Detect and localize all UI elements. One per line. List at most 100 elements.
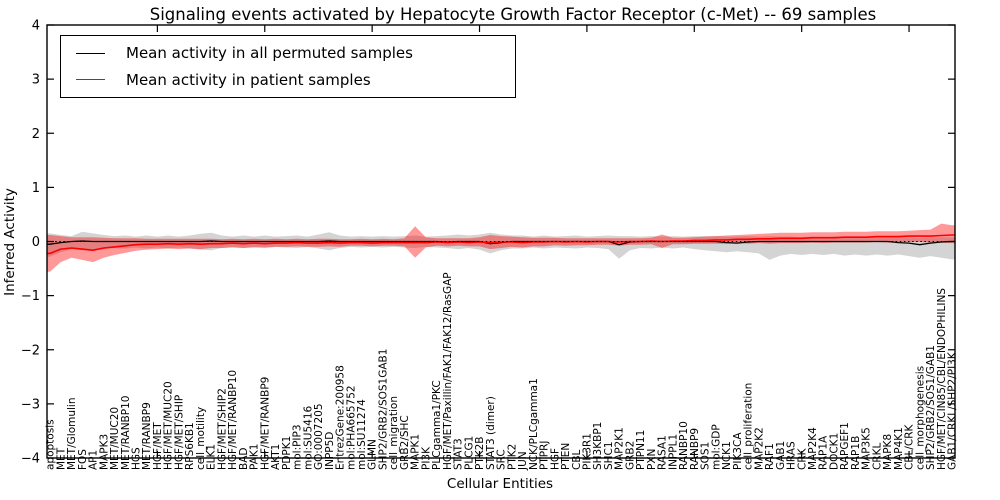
x-tick-label: PIK3CA [732, 432, 744, 470]
x-tick-label: PTPRJ [539, 441, 551, 470]
x-tick-label: MET/Glomulin [66, 398, 78, 471]
x-tick-label: PAK1 [249, 444, 261, 470]
y-tick-label: −1 [21, 289, 40, 304]
x-tick-label: PXN [646, 449, 658, 470]
y-tick-label: −4 [21, 452, 40, 467]
chart-title: Signaling events activated by Hepatocyte… [149, 5, 877, 24]
x-tick-label: STAT3 (dimer) [485, 396, 497, 470]
x-axis-label: Cellular Entities [446, 476, 554, 492]
x-tick-label: GO:0007205 [313, 403, 325, 470]
x-tick-label: EntrezGene:200958 [335, 365, 347, 470]
legend-entry-patient: Mean activity in patient samples [76, 71, 515, 89]
x-tick-label: MAP2K2 [753, 427, 765, 470]
x-tick-label: MAPK1 [410, 434, 422, 470]
x-tick-label: MET/RANBP9 [141, 402, 153, 470]
x-tick-label: DOCK1 [829, 433, 841, 470]
x-tick-label: HRAS [786, 441, 798, 470]
x-tick-label: BAD [238, 448, 250, 470]
x-tick-label: RASA1 [657, 435, 669, 470]
legend-entry-permuted: Mean activity in all permuted samples [76, 44, 515, 62]
x-tick-label: GAB1 [775, 441, 787, 470]
patient-mean-line [47, 234, 955, 255]
y-tick-label: 0 [32, 235, 40, 250]
x-tick-label: HGF/MET/Paxillin/FAK1/FAK12/RasGAP [442, 272, 454, 470]
x-tick-label: mol:PIP3 [292, 424, 304, 470]
x-tick-label: AP1 [88, 450, 100, 470]
x-tick-label: HGF/MET/SHIP2 [216, 388, 228, 470]
x-tick-label: MET/MUC20 [109, 407, 121, 470]
x-tick-label: RANBP9 [689, 428, 701, 470]
y-tick-label: 1 [32, 181, 40, 196]
x-tick-label: RPS6KB1 [184, 422, 196, 470]
x-tick-label: HGF/MET/RANBP9 [259, 377, 271, 470]
x-tick-label: cell_morphogenesis [914, 366, 926, 470]
x-tick-label: PI3K [420, 446, 432, 470]
x-tick-label: GAB1/CRKL/SHP2/PI3K [947, 351, 959, 470]
x-tick-label: CBL [571, 449, 583, 470]
x-tick-label: HGF/MET/CIN85/CBL/ENDOPHILINS [936, 288, 948, 470]
y-axis-label: Inferred Activity [2, 188, 18, 296]
x-tick-label: MAPK8 [882, 434, 894, 470]
x-tick-label: PTPN11 [635, 430, 647, 470]
y-tick-label: 4 [32, 19, 40, 34]
y-tick-label: −2 [21, 343, 40, 358]
x-tick-label: RAP1A [818, 435, 830, 470]
x-tick-label: MET/RANBP10 [120, 396, 132, 470]
x-tick-label: RANBP10 [678, 421, 690, 470]
x-tick-label: mol:GDP [710, 424, 722, 470]
x-tick-label: mol:SU11274 [356, 399, 368, 470]
red-line-swatch-icon [76, 79, 105, 81]
x-tick-label: GRB2/SHC [399, 415, 411, 470]
x-tick-label: ELK1 [206, 444, 218, 470]
x-tick-label: PTK2B [474, 436, 486, 470]
x-tick-label: mol:SU5416 [302, 406, 314, 470]
x-tick-label: SHP2/GRB2/SOS1/GAB1 [925, 345, 937, 470]
x-tick-label: apoptosis [45, 419, 57, 470]
x-tick-label: mol:PHA665752 [345, 385, 357, 470]
x-tick-label: RAP1B [850, 436, 862, 470]
x-tick-label: NCK1 [721, 441, 733, 470]
x-tick-label: cell_proliferation [743, 383, 755, 470]
x-tick-label: CBL/CRK [904, 423, 916, 470]
x-tick-label: HGF/MET/RANBP10 [227, 370, 239, 470]
x-tick-label: PTK2 [506, 444, 518, 470]
x-tick-label: MAP4K1 [893, 427, 905, 470]
x-tick-label: JUN [517, 451, 529, 471]
x-tick-label: HGF/MET/SHIP [174, 395, 186, 470]
x-tick-label: STAT3 [453, 438, 465, 470]
x-tick-label: NCK/PLCgamma1 [528, 378, 540, 470]
y-tick-label: 2 [32, 127, 40, 142]
permuted-std-band [47, 231, 955, 260]
x-tick-label: MAP2K1 [614, 427, 626, 470]
x-tick-label: MAP3K5 [861, 427, 873, 470]
x-tick-label: HGF/MET/MUC20 [163, 381, 175, 470]
x-tick-label: SH3KBP1 [592, 422, 604, 470]
legend-label-patient: Mean activity in patient samples [126, 70, 371, 89]
x-tick-label: RAF1 [764, 443, 776, 470]
y-tick-label: −3 [21, 397, 40, 412]
x-tick-label: PLCG1 [463, 436, 475, 470]
legend-label-permuted: Mean activity in all permuted samples [126, 44, 413, 63]
x-tick-label: GRB2 [625, 441, 637, 470]
legend: Mean activity in all permuted samples Me… [60, 35, 516, 98]
x-tick-label: GLMN [367, 439, 379, 470]
x-tick-label: INPP5D [324, 432, 336, 470]
x-tick-label: INPPL1 [667, 434, 679, 470]
x-tick-label: SRC [496, 449, 508, 470]
x-tick-label: AKT1 [270, 444, 282, 470]
x-tick-label: cell_migration [388, 396, 400, 470]
x-tick-label: MAP2K4 [807, 427, 819, 470]
black-line-swatch-icon [76, 52, 105, 54]
x-tick-label: RAPGEF1 [839, 422, 851, 470]
x-tick-label: HGS [131, 447, 143, 470]
x-tick-label: SHC1 [603, 441, 615, 470]
x-tick-label: CRKL [871, 442, 883, 470]
x-tick-label: PTEN [560, 443, 572, 470]
x-tick-label: PIK3R1 [582, 433, 594, 470]
x-tick-label: MET [55, 447, 67, 470]
x-tick-label: CRK [796, 447, 808, 470]
x-tick-label: cell_motility [195, 407, 207, 470]
x-tick-label: FOS [77, 449, 89, 470]
